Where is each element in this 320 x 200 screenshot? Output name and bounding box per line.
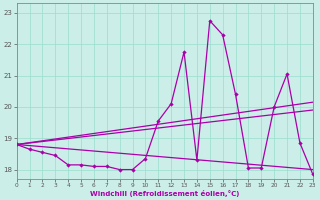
- X-axis label: Windchill (Refroidissement éolien,°C): Windchill (Refroidissement éolien,°C): [90, 190, 239, 197]
